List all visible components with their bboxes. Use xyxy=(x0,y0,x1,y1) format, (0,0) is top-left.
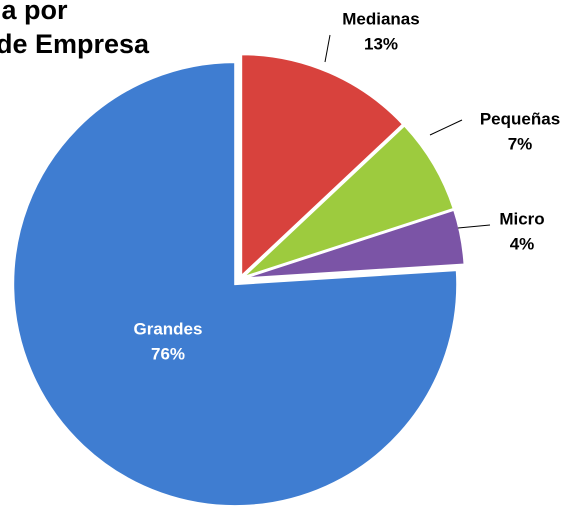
leader-line xyxy=(324,34,331,63)
data-label: Pequeñas xyxy=(480,109,560,128)
data-label: Medianas xyxy=(342,9,419,28)
data-value: 4% xyxy=(510,234,535,253)
chart-title: ia por xyxy=(0,0,68,25)
leader-line xyxy=(429,119,463,136)
data-label: Micro xyxy=(499,209,544,228)
pie-slice xyxy=(240,53,405,279)
data-value: 7% xyxy=(508,134,533,153)
slice-label: Grandes xyxy=(134,319,203,338)
chart-title: de Empresa xyxy=(0,29,150,59)
data-value: 13% xyxy=(364,34,398,53)
slice-value: 76% xyxy=(151,344,185,363)
pie-slice xyxy=(242,208,466,280)
pie-slice xyxy=(12,61,459,508)
leader-line xyxy=(457,224,491,229)
pie-slice xyxy=(241,124,455,279)
